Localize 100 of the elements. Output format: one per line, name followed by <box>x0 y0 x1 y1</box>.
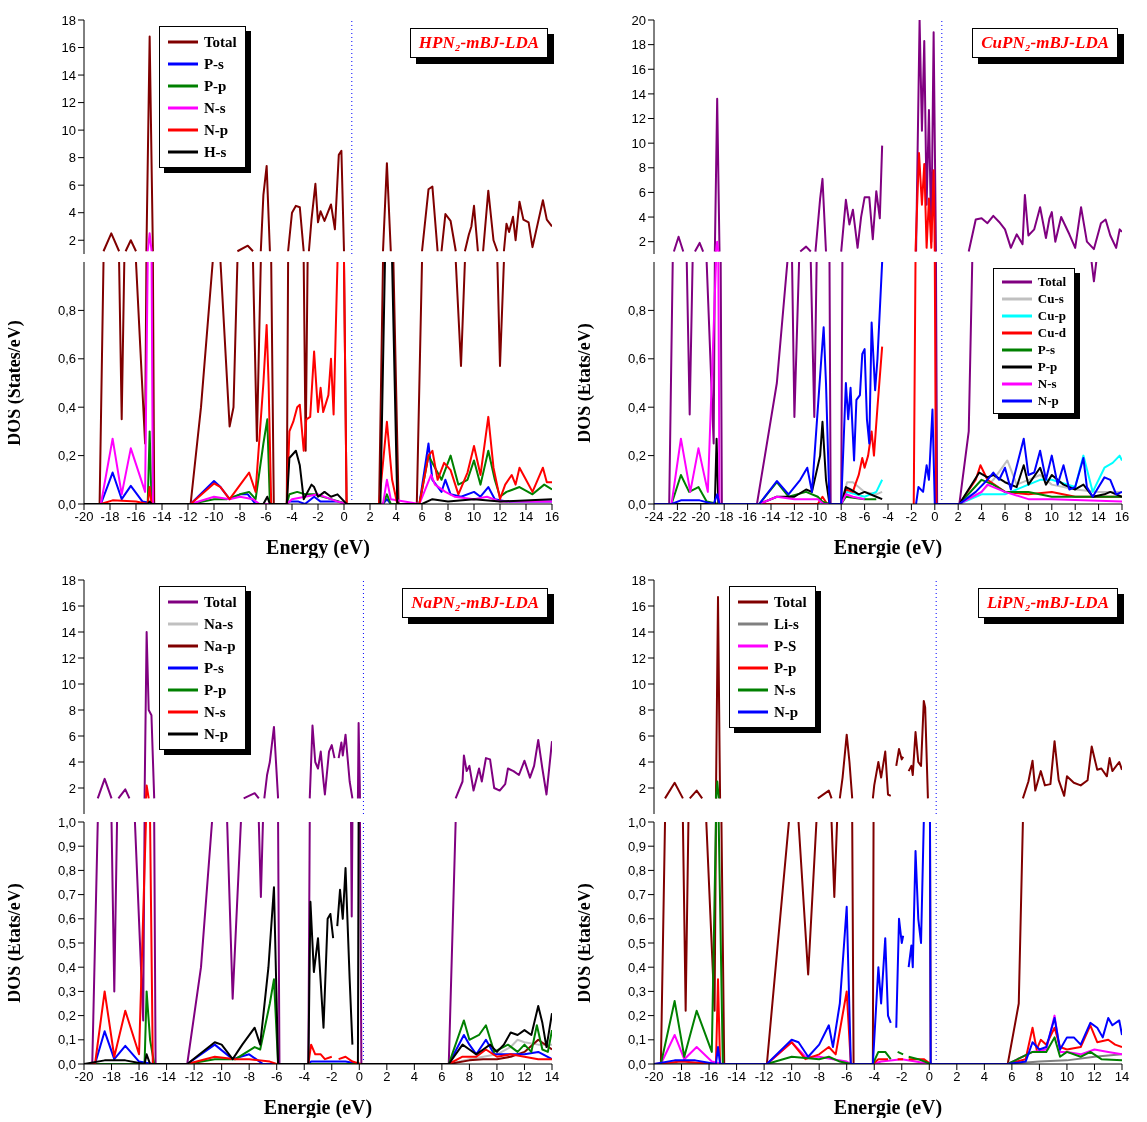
legend-label: Total <box>773 593 807 611</box>
x-tick-label: 4 <box>977 509 986 525</box>
x-tick-label: 0 <box>355 1069 363 1085</box>
x-tick-label: -8 <box>243 1069 255 1085</box>
x-tick-label: -8 <box>813 1069 825 1085</box>
text: CuPN₂-mBJ-LDA <box>972 28 1118 58</box>
y-tick-label: 0,4 <box>627 399 646 415</box>
x-tick-label: -20 <box>691 509 711 525</box>
x-tick-label: -6 <box>260 509 272 525</box>
y-tick-label: 0,8 <box>57 303 76 319</box>
legend-label: P-p <box>773 659 797 677</box>
y-tick-label: 0,6 <box>627 351 646 367</box>
x-tick-label: 10 <box>466 509 482 525</box>
x-tick-label: -18 <box>714 509 734 525</box>
y-tick-label: 1,0 <box>627 814 646 830</box>
y-tick-label: 0,0 <box>627 1056 646 1072</box>
x-tick-label: -8 <box>835 509 847 525</box>
x-tick-label: -18 <box>100 509 120 525</box>
y-tick-label: 18 <box>61 572 76 588</box>
x-tick-label: 14 <box>1091 509 1106 525</box>
y-tick-label: 6 <box>68 728 76 744</box>
y-tick-label: 18 <box>631 572 646 588</box>
text: LiPN₂-mBJ-LDA <box>977 588 1118 618</box>
legend-label: N-s <box>773 681 796 699</box>
x-tick-label: 2 <box>383 1069 391 1085</box>
x-tick-label: -4 <box>286 509 298 525</box>
legend-label: P-p <box>203 77 227 95</box>
x-tick-label: -6 <box>270 1069 283 1085</box>
y-tick-label: 0,1 <box>57 1032 76 1048</box>
legend-label: Cu-d <box>1037 324 1066 341</box>
y-tick-label: 2 <box>68 232 76 248</box>
y-tick-label: 0,6 <box>57 911 76 927</box>
x-tick-label: 6 <box>1008 1069 1016 1085</box>
y-tick-label: 8 <box>68 702 76 718</box>
x-tick-label: 2 <box>366 509 374 525</box>
legend-label: Na-s <box>203 615 234 633</box>
legend-label: P-s <box>1037 341 1056 358</box>
x-tick-label: -6 <box>840 1069 853 1085</box>
x-axis-title: Energie (eV) <box>833 1096 943 1119</box>
x-tick-label: 8 <box>1035 1069 1044 1085</box>
x-tick-label: -12 <box>754 1069 774 1085</box>
legend-label: N-p <box>203 725 229 743</box>
legend-label: N-s <box>203 99 226 117</box>
y-tick-label: 10 <box>61 676 76 692</box>
y-tick-label: 6 <box>638 728 646 744</box>
y-tick-label: 6 <box>68 177 76 193</box>
x-tick-label: -14 <box>761 509 781 525</box>
y-tick-label: 1,0 <box>57 814 76 830</box>
x-tick-label: 14 <box>1114 1069 1130 1085</box>
x-tick-label: -4 <box>868 1069 881 1085</box>
y-tick-label: 0,5 <box>627 935 646 951</box>
y-tick-label: 4 <box>68 754 76 770</box>
y-tick-label: 0,5 <box>57 935 76 951</box>
y-tick-label: 12 <box>61 95 76 111</box>
y-tick-label: 18 <box>631 37 646 53</box>
x-tick-label: 0 <box>340 509 348 525</box>
legend-label: H-s <box>203 143 227 161</box>
x-tick-label: -22 <box>668 509 687 525</box>
x-tick-label: -10 <box>782 1069 802 1085</box>
legend-label: Cu-s <box>1037 290 1064 307</box>
y-tick-label: 2 <box>68 780 76 796</box>
y-tick-label: 2 <box>638 234 646 250</box>
y-tick-label: 8 <box>638 160 646 176</box>
x-tick-label: -14 <box>152 509 172 525</box>
x-axis-title: Energie (eV) <box>833 536 943 559</box>
legend-label: P-p <box>203 681 227 699</box>
y-tick-label: 16 <box>61 598 76 614</box>
y-tick-label: 0,0 <box>627 496 646 512</box>
legend-label: N-s <box>1037 375 1057 392</box>
x-tick-label: -2 <box>325 1069 338 1085</box>
y-tick-label: 4 <box>638 754 646 770</box>
y-tick-label: 0,7 <box>627 887 646 903</box>
x-tick-label: 12 <box>517 1069 532 1085</box>
x-tick-label: -18 <box>672 1069 691 1085</box>
y-tick-label: 10 <box>631 676 646 692</box>
y-tick-label: 0,4 <box>627 959 646 975</box>
legend-label: Total <box>203 593 237 611</box>
x-tick-label: 12 <box>1087 1069 1102 1085</box>
legend-label: N-p <box>773 703 799 721</box>
y-tick-label: 0,8 <box>57 863 76 879</box>
y-tick-label: 8 <box>638 702 646 718</box>
x-tick-label: 6 <box>418 509 426 525</box>
x-tick-label: -2 <box>895 1069 908 1085</box>
y-tick-label: 20 <box>631 12 646 28</box>
x-tick-label: 6 <box>1001 509 1009 525</box>
x-tick-label: 10 <box>1059 1069 1075 1085</box>
y-axis-title: DOS (Etats/eV) <box>574 323 596 443</box>
y-tick-label: 0,4 <box>57 399 76 415</box>
x-tick-label: -16 <box>129 1069 149 1085</box>
y-tick-label: 4 <box>638 209 646 225</box>
y-tick-label: 16 <box>61 40 76 56</box>
y-tick-label: 0,6 <box>627 911 646 927</box>
x-tick-label: 8 <box>444 509 452 525</box>
y-tick-label: 12 <box>631 650 646 666</box>
y-tick-label: 0,4 <box>57 959 76 975</box>
y-tick-label: 2 <box>638 780 646 796</box>
x-tick-label: 14 <box>544 1069 560 1085</box>
y-tick-label: 0,0 <box>57 496 76 512</box>
x-tick-label: -20 <box>74 1069 94 1085</box>
x-tick-label: -16 <box>126 509 146 525</box>
